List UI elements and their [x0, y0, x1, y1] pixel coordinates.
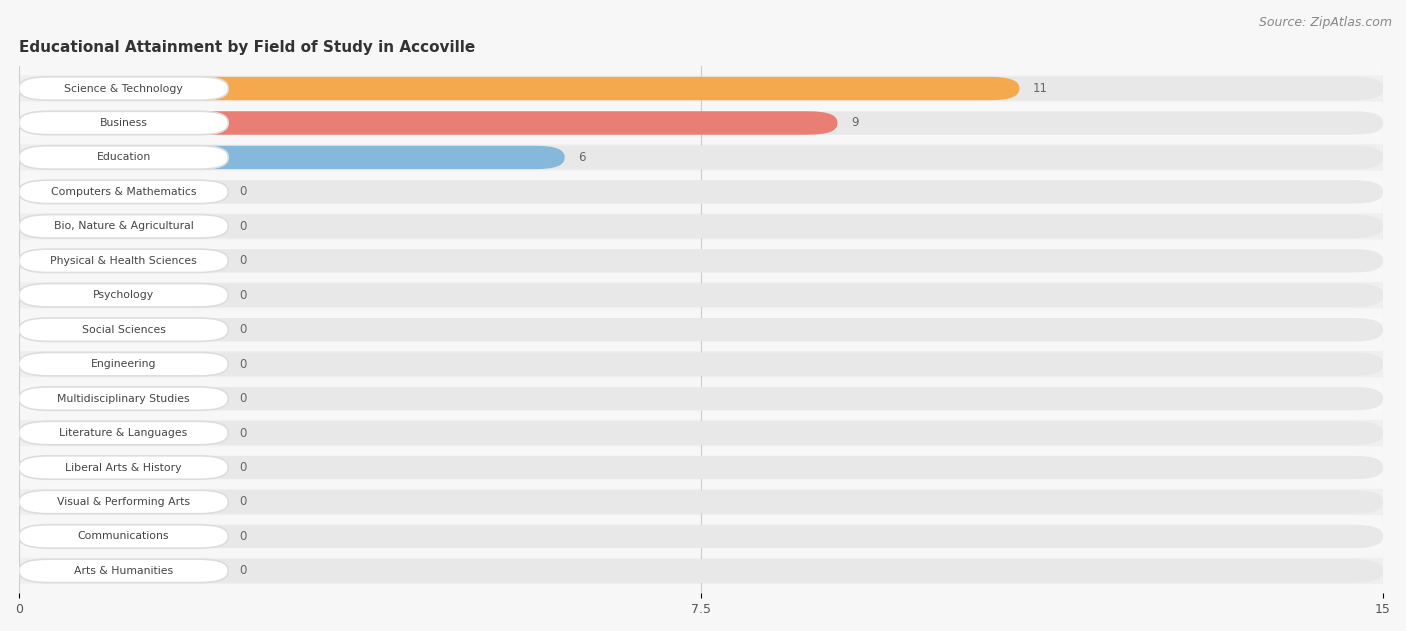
- FancyBboxPatch shape: [20, 111, 228, 134]
- Text: Visual & Performing Arts: Visual & Performing Arts: [58, 497, 190, 507]
- FancyBboxPatch shape: [20, 77, 1384, 100]
- Text: 0: 0: [239, 220, 246, 233]
- FancyBboxPatch shape: [0, 213, 1406, 239]
- FancyBboxPatch shape: [20, 490, 228, 514]
- FancyBboxPatch shape: [0, 317, 1406, 343]
- FancyBboxPatch shape: [0, 420, 1406, 446]
- FancyBboxPatch shape: [20, 180, 228, 204]
- FancyBboxPatch shape: [20, 422, 228, 445]
- Text: 0: 0: [239, 358, 246, 370]
- Text: 0: 0: [239, 254, 246, 268]
- Text: Source: ZipAtlas.com: Source: ZipAtlas.com: [1258, 16, 1392, 29]
- Text: Bio, Nature & Agricultural: Bio, Nature & Agricultural: [53, 221, 194, 232]
- FancyBboxPatch shape: [0, 558, 1406, 584]
- FancyBboxPatch shape: [20, 387, 228, 410]
- Text: Engineering: Engineering: [91, 359, 156, 369]
- Text: 0: 0: [239, 392, 246, 405]
- Text: 0: 0: [239, 564, 246, 577]
- Text: Educational Attainment by Field of Study in Accoville: Educational Attainment by Field of Study…: [20, 40, 475, 56]
- FancyBboxPatch shape: [0, 248, 1406, 274]
- FancyBboxPatch shape: [20, 525, 228, 548]
- Text: 0: 0: [239, 186, 246, 198]
- FancyBboxPatch shape: [20, 180, 1384, 204]
- Text: 0: 0: [239, 495, 246, 509]
- FancyBboxPatch shape: [20, 456, 1384, 479]
- FancyBboxPatch shape: [20, 111, 838, 134]
- FancyBboxPatch shape: [20, 77, 1019, 100]
- FancyBboxPatch shape: [20, 215, 228, 238]
- Text: Physical & Health Sciences: Physical & Health Sciences: [51, 256, 197, 266]
- FancyBboxPatch shape: [20, 146, 565, 169]
- Text: Multidisciplinary Studies: Multidisciplinary Studies: [58, 394, 190, 404]
- FancyBboxPatch shape: [20, 318, 1384, 341]
- Text: Liberal Arts & History: Liberal Arts & History: [65, 463, 181, 473]
- FancyBboxPatch shape: [20, 559, 228, 582]
- FancyBboxPatch shape: [0, 523, 1406, 550]
- FancyBboxPatch shape: [20, 525, 1384, 548]
- FancyBboxPatch shape: [0, 386, 1406, 411]
- FancyBboxPatch shape: [20, 215, 1384, 238]
- FancyBboxPatch shape: [20, 111, 1384, 134]
- Text: 0: 0: [239, 323, 246, 336]
- FancyBboxPatch shape: [20, 249, 1384, 273]
- FancyBboxPatch shape: [20, 283, 1384, 307]
- Text: 6: 6: [578, 151, 586, 164]
- Text: 9: 9: [851, 117, 859, 129]
- Text: 0: 0: [239, 461, 246, 474]
- Text: Literature & Languages: Literature & Languages: [59, 428, 188, 438]
- Text: 0: 0: [239, 427, 246, 440]
- FancyBboxPatch shape: [20, 456, 228, 479]
- Text: Arts & Humanities: Arts & Humanities: [75, 566, 173, 576]
- FancyBboxPatch shape: [0, 454, 1406, 481]
- FancyBboxPatch shape: [0, 110, 1406, 136]
- Text: Business: Business: [100, 118, 148, 128]
- FancyBboxPatch shape: [20, 146, 1384, 169]
- Text: Social Sciences: Social Sciences: [82, 325, 166, 334]
- FancyBboxPatch shape: [20, 559, 1384, 582]
- Text: Education: Education: [97, 153, 150, 162]
- FancyBboxPatch shape: [20, 318, 228, 341]
- FancyBboxPatch shape: [0, 351, 1406, 377]
- FancyBboxPatch shape: [0, 489, 1406, 515]
- FancyBboxPatch shape: [0, 282, 1406, 309]
- FancyBboxPatch shape: [20, 249, 228, 273]
- FancyBboxPatch shape: [20, 283, 228, 307]
- FancyBboxPatch shape: [20, 77, 228, 100]
- Text: Computers & Mathematics: Computers & Mathematics: [51, 187, 197, 197]
- FancyBboxPatch shape: [20, 387, 1384, 410]
- FancyBboxPatch shape: [0, 76, 1406, 102]
- Text: Communications: Communications: [77, 531, 169, 541]
- FancyBboxPatch shape: [20, 146, 228, 169]
- Text: Psychology: Psychology: [93, 290, 155, 300]
- Text: Science & Technology: Science & Technology: [65, 83, 183, 93]
- FancyBboxPatch shape: [20, 353, 1384, 376]
- Text: 0: 0: [239, 289, 246, 302]
- FancyBboxPatch shape: [20, 490, 1384, 514]
- FancyBboxPatch shape: [0, 179, 1406, 205]
- FancyBboxPatch shape: [20, 422, 1384, 445]
- Text: 11: 11: [1033, 82, 1047, 95]
- FancyBboxPatch shape: [0, 144, 1406, 170]
- FancyBboxPatch shape: [20, 353, 228, 376]
- Text: 0: 0: [239, 530, 246, 543]
